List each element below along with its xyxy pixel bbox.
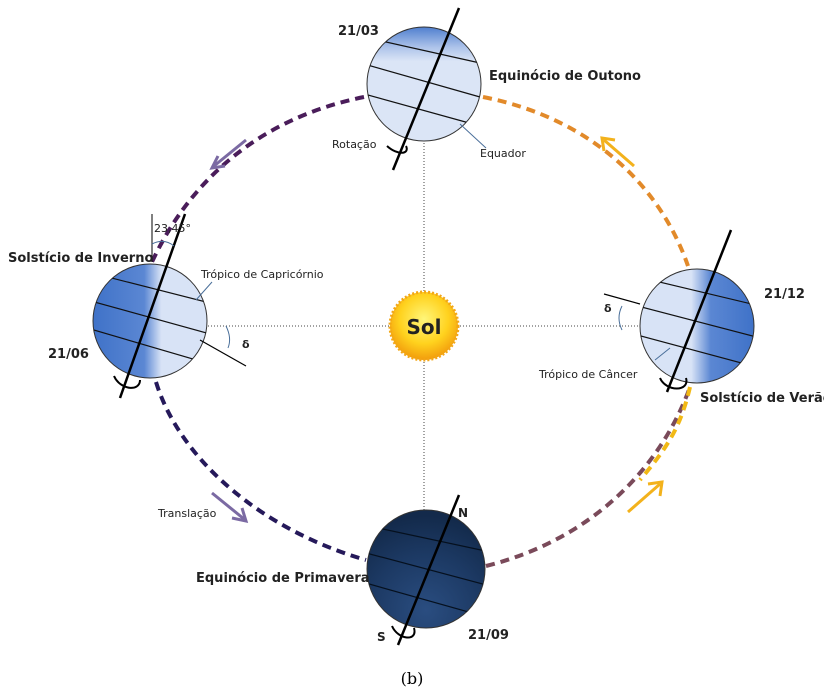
earth-right: δ 21/12 Trópico de Câncer Solstício de V… [538, 229, 824, 406]
sun-label: Sol [407, 315, 442, 339]
orbit [150, 95, 692, 568]
north-label: N [458, 506, 468, 520]
earth-bottom-axis [396, 494, 461, 646]
orbit-left-bottom [154, 381, 367, 562]
date-right: 21/12 [764, 287, 805, 302]
translation-label: Translação [157, 507, 217, 520]
tropic-capricorn-label: Trópico de Capricórnio [200, 268, 324, 281]
earth-right-axis [665, 229, 733, 393]
figure-caption: (b) [401, 669, 424, 688]
orbit-right-top [482, 95, 690, 267]
arrow-bottom-left [211, 491, 249, 524]
earth-left-disk [92, 263, 208, 379]
delta-right: δ [604, 302, 612, 315]
orbit-top-left [150, 95, 365, 263]
date-bottom: 21/09 [468, 628, 509, 643]
rotation-label: Rotação [332, 138, 377, 151]
rotation-arrow-right [659, 377, 688, 390]
earth-bottom: N S Equinócio de Primavera 21/09 [196, 494, 509, 646]
arrow-bottom-right [627, 480, 664, 514]
name-top: Equinócio de Outono [489, 69, 641, 84]
date-left: 21/06 [48, 347, 89, 362]
sun: Sol [388, 290, 460, 362]
orbit-right-bottom-yellow [638, 386, 692, 482]
earth-right-disk [639, 268, 755, 384]
delta-left: δ [242, 338, 250, 351]
angle-arc-left [151, 240, 175, 247]
name-right: Solstício de Verão [700, 391, 824, 406]
name-left: Solstício de Inverno [8, 251, 153, 266]
south-label: S [377, 630, 386, 644]
delta-arc-right [618, 305, 623, 331]
date-top: 21/03 [338, 24, 379, 39]
arrow-top-right [600, 136, 635, 168]
tropic-cancer-label: Trópico de Câncer [538, 368, 638, 381]
earth-left: Solstício de Inverno 23,45° Trópico de C… [8, 213, 324, 399]
direction-arrows [209, 136, 664, 524]
delta-arc-left [225, 325, 231, 349]
angle-label: 23,45° [154, 222, 191, 235]
earth-top: 21/03 Equinócio de Outono Rotação Equado… [332, 7, 641, 171]
rotation-arrow-left [113, 375, 141, 389]
equator-label: Equador [480, 147, 526, 160]
arrow-top-left [209, 138, 247, 170]
orbit-bottom-right [485, 386, 692, 568]
earth-top-axis [391, 7, 461, 171]
sun-disk [388, 290, 460, 362]
earth-left-axis [118, 213, 187, 399]
rotation-arrow-bottom [391, 625, 416, 639]
name-bottom: Equinócio de Primavera [196, 571, 370, 586]
earth-top-disk [366, 26, 482, 142]
rotation-arrow-top [386, 145, 408, 154]
